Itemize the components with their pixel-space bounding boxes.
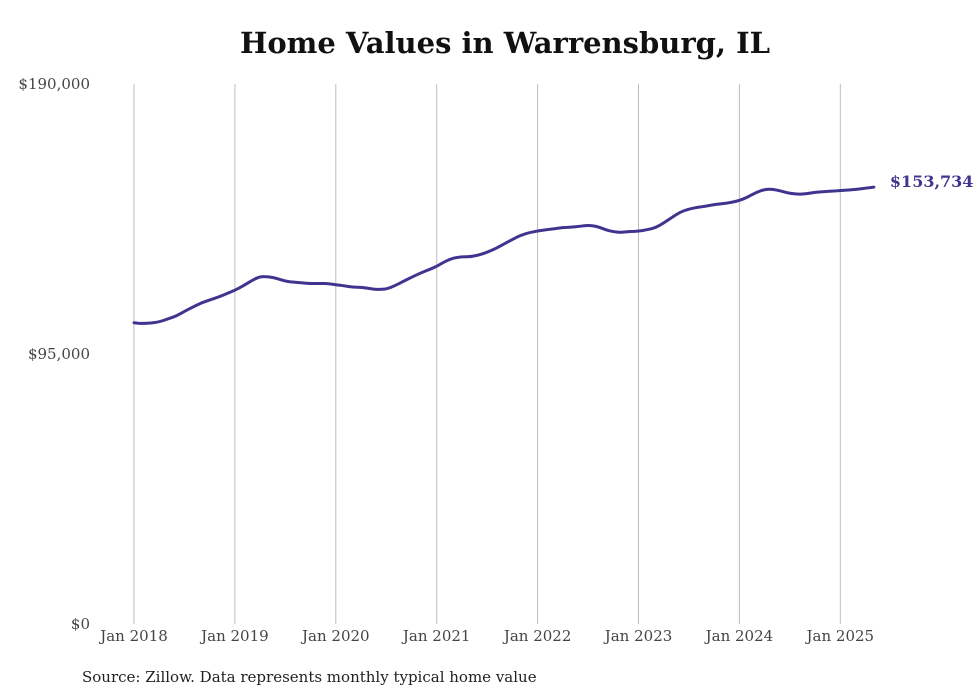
series-line — [132, 185, 876, 325]
x-axis-ticks: Jan 2018 Jan 2019 Jan 2020 Jan 2021 Jan 2022… — [98, 627, 874, 645]
x-tick-label: Jan 2025 — [805, 627, 875, 645]
x-tick-label: Jan 2023 — [603, 627, 673, 645]
source-note: Source: Zillow. Data represents monthly … — [82, 668, 537, 686]
y-tick-label: $190,000 — [18, 75, 90, 93]
y-tick-label: $0 — [71, 615, 90, 633]
series-layer — [132, 185, 876, 325]
x-tick-label: Jan 2024 — [704, 627, 774, 645]
x-tick-label: Jan 2020 — [300, 627, 370, 645]
chart-title: Home Values in Warrensburg, IL — [239, 26, 771, 60]
end-value-label-layer: $153,734 — [890, 172, 974, 191]
grid-lines — [133, 84, 841, 624]
x-tick-label: Jan 2021 — [401, 627, 471, 645]
x-tick-label: Jan 2019 — [199, 627, 269, 645]
x-tick-label: Jan 2018 — [98, 627, 168, 645]
x-tick-label: Jan 2022 — [502, 627, 572, 645]
end-value-label: $153,734 — [890, 172, 974, 191]
y-axis-ticks: $0 $95,000 $190,000 — [18, 75, 90, 633]
y-tick-label: $95,000 — [28, 345, 90, 363]
